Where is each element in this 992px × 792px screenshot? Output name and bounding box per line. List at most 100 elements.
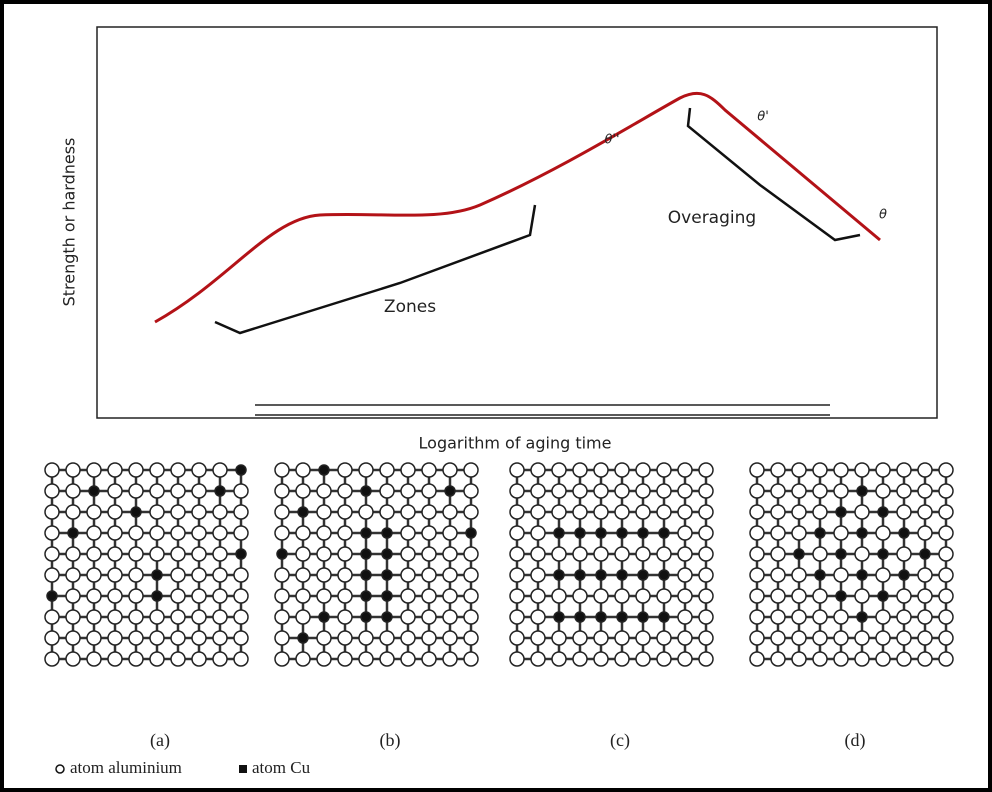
al-atom bbox=[657, 652, 671, 666]
al-atom bbox=[552, 652, 566, 666]
cu-atom bbox=[68, 528, 78, 538]
al-atom bbox=[813, 547, 827, 561]
cu-atom bbox=[382, 570, 392, 580]
al-atom bbox=[678, 526, 692, 540]
al-atom bbox=[531, 526, 545, 540]
al-atom bbox=[296, 652, 310, 666]
x-axis-label: Logarithm of aging time bbox=[419, 434, 612, 453]
al-atom bbox=[66, 568, 80, 582]
al-atom bbox=[380, 631, 394, 645]
cu-atom bbox=[617, 528, 627, 538]
region-label: Overaging bbox=[668, 208, 756, 228]
al-atom bbox=[657, 589, 671, 603]
al-atom bbox=[422, 589, 436, 603]
al-atom bbox=[192, 505, 206, 519]
al-atom bbox=[657, 484, 671, 498]
al-atom bbox=[129, 484, 143, 498]
panel-label: (c) bbox=[610, 730, 630, 751]
cu-atom bbox=[361, 549, 371, 559]
al-atom bbox=[87, 631, 101, 645]
page-frame bbox=[2, 2, 990, 790]
al-atom bbox=[317, 484, 331, 498]
al-atom bbox=[213, 610, 227, 624]
al-atom bbox=[108, 526, 122, 540]
cu-atom bbox=[131, 507, 141, 517]
al-atom bbox=[939, 631, 953, 645]
al-atom bbox=[573, 589, 587, 603]
al-atom bbox=[296, 610, 310, 624]
al-atom bbox=[699, 631, 713, 645]
al-atom bbox=[594, 505, 608, 519]
al-atom bbox=[657, 547, 671, 561]
al-atom bbox=[531, 631, 545, 645]
al-atom bbox=[87, 589, 101, 603]
al-atom bbox=[876, 463, 890, 477]
al-atom bbox=[615, 652, 629, 666]
al-atom bbox=[338, 505, 352, 519]
al-atom bbox=[338, 589, 352, 603]
al-atom bbox=[87, 610, 101, 624]
al-atom bbox=[792, 652, 806, 666]
al-atom bbox=[150, 652, 164, 666]
al-atom bbox=[792, 526, 806, 540]
al-atom bbox=[939, 526, 953, 540]
legend-marker bbox=[239, 765, 247, 773]
al-atom bbox=[150, 526, 164, 540]
al-atom bbox=[573, 484, 587, 498]
al-atom bbox=[834, 484, 848, 498]
al-atom bbox=[464, 547, 478, 561]
al-atom bbox=[834, 526, 848, 540]
al-atom bbox=[552, 631, 566, 645]
al-atom bbox=[275, 484, 289, 498]
al-atom bbox=[275, 568, 289, 582]
cu-atom bbox=[382, 528, 392, 538]
al-atom bbox=[150, 484, 164, 498]
cu-atom bbox=[794, 549, 804, 559]
al-atom bbox=[464, 484, 478, 498]
al-atom bbox=[615, 505, 629, 519]
al-atom bbox=[338, 463, 352, 477]
al-atom bbox=[45, 505, 59, 519]
al-atom bbox=[296, 568, 310, 582]
al-atom bbox=[192, 610, 206, 624]
al-atom bbox=[657, 463, 671, 477]
cu-atom bbox=[319, 612, 329, 622]
al-atom bbox=[939, 652, 953, 666]
al-atom bbox=[939, 484, 953, 498]
al-atom bbox=[443, 505, 457, 519]
figure-page: Strength or hardness Logarithm of aging … bbox=[0, 0, 992, 792]
al-atom bbox=[380, 484, 394, 498]
cu-atom bbox=[152, 591, 162, 601]
al-atom bbox=[636, 631, 650, 645]
al-atom bbox=[750, 631, 764, 645]
al-atom bbox=[918, 652, 932, 666]
al-atom bbox=[792, 463, 806, 477]
cu-atom bbox=[617, 612, 627, 622]
al-atom bbox=[317, 505, 331, 519]
al-atom bbox=[171, 463, 185, 477]
al-atom bbox=[192, 631, 206, 645]
al-atom bbox=[422, 610, 436, 624]
al-atom bbox=[834, 610, 848, 624]
phase-label: θ'' bbox=[604, 133, 619, 148]
al-atom bbox=[422, 652, 436, 666]
al-atom bbox=[45, 526, 59, 540]
al-atom bbox=[213, 526, 227, 540]
al-atom bbox=[234, 484, 248, 498]
al-atom bbox=[192, 463, 206, 477]
al-atom bbox=[213, 568, 227, 582]
al-atom bbox=[66, 484, 80, 498]
cu-atom bbox=[152, 570, 162, 580]
cu-atom bbox=[857, 612, 867, 622]
al-atom bbox=[531, 463, 545, 477]
al-atom bbox=[876, 652, 890, 666]
al-atom bbox=[792, 631, 806, 645]
al-atom bbox=[129, 631, 143, 645]
cu-atom bbox=[575, 570, 585, 580]
al-atom bbox=[771, 463, 785, 477]
al-atom bbox=[213, 505, 227, 519]
al-atom bbox=[380, 652, 394, 666]
al-atom bbox=[275, 610, 289, 624]
al-atom bbox=[234, 631, 248, 645]
al-atom bbox=[213, 463, 227, 477]
